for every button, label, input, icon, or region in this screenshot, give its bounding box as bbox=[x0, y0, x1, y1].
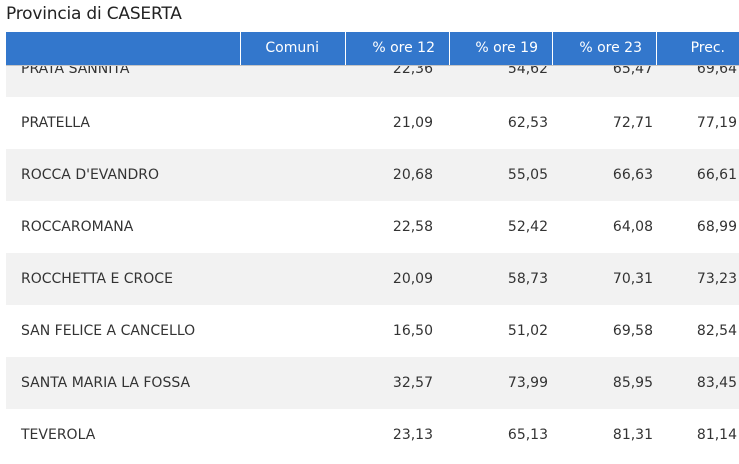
header-ore-12[interactable]: % ore 12 bbox=[345, 32, 449, 65]
value-ore-23: 65,47 bbox=[612, 66, 653, 77]
table-row: ROCCAROMANA 22,58 52,42 64,08 68,99 bbox=[6, 201, 739, 253]
value-ore-19: 51,02 bbox=[507, 323, 548, 339]
value-ore-12: 21,09 bbox=[392, 115, 433, 131]
value-prec: 68,99 bbox=[696, 219, 737, 235]
value-ore-19: 58,73 bbox=[507, 271, 548, 287]
comune-name: TEVEROLA bbox=[21, 427, 96, 443]
page-title: Provincia di CASERTA bbox=[6, 4, 182, 24]
value-ore-19: 73,99 bbox=[507, 375, 548, 391]
table-body: PRATA SANNITA 22,36 54,62 65,47 69,64 PR… bbox=[6, 66, 739, 461]
value-ore-23: 69,58 bbox=[612, 323, 653, 339]
header-blank-cell bbox=[6, 32, 240, 65]
table-row: SAN FELICE A CANCELLO 16,50 51,02 69,58 … bbox=[6, 305, 739, 357]
table-row: ROCCA D'EVANDRO 20,68 55,05 66,63 66,61 bbox=[6, 149, 739, 201]
value-ore-23: 81,31 bbox=[612, 427, 653, 443]
comune-name: ROCCAROMANA bbox=[21, 219, 134, 235]
value-ore-12: 20,68 bbox=[392, 167, 433, 183]
comune-name: ROCCHETTA E CROCE bbox=[21, 271, 173, 287]
header-ore-19[interactable]: % ore 19 bbox=[449, 32, 552, 65]
value-ore-19: 65,13 bbox=[507, 427, 548, 443]
value-ore-19: 55,05 bbox=[507, 167, 548, 183]
table-header: Comuni % ore 12 % ore 19 % ore 23 Prec. bbox=[6, 32, 739, 66]
value-ore-12: 22,36 bbox=[392, 66, 433, 77]
value-ore-23: 85,95 bbox=[612, 375, 653, 391]
comune-name: PRATA SANNITA bbox=[21, 66, 130, 77]
table-row: ROCCHETTA E CROCE 20,09 58,73 70,31 73,2… bbox=[6, 253, 739, 305]
value-prec: 69,64 bbox=[696, 66, 737, 77]
value-ore-12: 20,09 bbox=[392, 271, 433, 287]
value-ore-19: 54,62 bbox=[507, 66, 548, 77]
value-ore-23: 72,71 bbox=[612, 115, 653, 131]
value-ore-23: 66,63 bbox=[612, 167, 653, 183]
value-prec: 77,19 bbox=[696, 115, 737, 131]
comune-name: PRATELLA bbox=[21, 115, 90, 131]
comune-name: SAN FELICE A CANCELLO bbox=[21, 323, 196, 339]
value-prec: 66,61 bbox=[696, 167, 737, 183]
value-ore-19: 52,42 bbox=[507, 219, 548, 235]
value-ore-23: 64,08 bbox=[612, 219, 653, 235]
table-row: SANTA MARIA LA FOSSA 32,57 73,99 85,95 8… bbox=[6, 357, 739, 409]
header-ore-23[interactable]: % ore 23 bbox=[552, 32, 656, 65]
value-prec: 73,23 bbox=[696, 271, 737, 287]
value-ore-23: 70,31 bbox=[612, 271, 653, 287]
table-row: PRATA SANNITA 22,36 54,62 65,47 69,64 bbox=[6, 66, 739, 97]
value-ore-12: 22,58 bbox=[392, 219, 433, 235]
value-ore-12: 23,13 bbox=[392, 427, 433, 443]
value-prec: 81,14 bbox=[696, 427, 737, 443]
comune-name: SANTA MARIA LA FOSSA bbox=[21, 375, 191, 391]
value-ore-19: 62,53 bbox=[507, 115, 548, 131]
table-row: TEVEROLA 23,13 65,13 81,31 81,14 bbox=[6, 409, 739, 461]
comune-name: ROCCA D'EVANDRO bbox=[21, 167, 160, 183]
table-row: PRATELLA 21,09 62,53 72,71 77,19 bbox=[6, 97, 739, 149]
value-prec: 82,54 bbox=[696, 323, 737, 339]
value-ore-12: 16,50 bbox=[392, 323, 433, 339]
value-ore-12: 32,57 bbox=[392, 375, 433, 391]
header-comuni[interactable]: Comuni bbox=[240, 32, 345, 65]
value-prec: 83,45 bbox=[696, 375, 737, 391]
header-prec[interactable]: Prec. bbox=[656, 32, 739, 65]
